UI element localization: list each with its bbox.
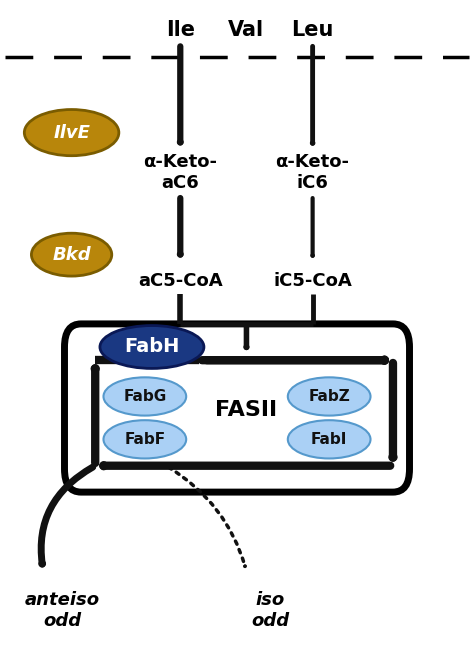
Ellipse shape bbox=[100, 326, 204, 368]
Text: Ile: Ile bbox=[166, 20, 195, 40]
Text: IlvE: IlvE bbox=[53, 124, 90, 141]
Text: iC5-CoA: iC5-CoA bbox=[273, 272, 352, 290]
Text: α-Keto-
aC6: α-Keto- aC6 bbox=[143, 153, 217, 192]
Text: FabF: FabF bbox=[124, 432, 165, 447]
Text: FabZ: FabZ bbox=[308, 389, 350, 404]
Text: Bkd: Bkd bbox=[52, 246, 91, 264]
Text: anteiso
odd: anteiso odd bbox=[25, 592, 100, 630]
Ellipse shape bbox=[103, 420, 186, 459]
Text: FabI: FabI bbox=[311, 432, 347, 447]
FancyBboxPatch shape bbox=[64, 324, 410, 492]
Text: iso
odd: iso odd bbox=[251, 592, 289, 630]
Text: FabG: FabG bbox=[123, 389, 166, 404]
Ellipse shape bbox=[31, 233, 112, 276]
Ellipse shape bbox=[103, 377, 186, 416]
Ellipse shape bbox=[288, 420, 371, 459]
Ellipse shape bbox=[24, 110, 119, 156]
Text: FabH: FabH bbox=[124, 338, 180, 356]
Text: Leu: Leu bbox=[292, 20, 334, 40]
Text: aC5-CoA: aC5-CoA bbox=[138, 272, 223, 290]
Text: FASII: FASII bbox=[215, 400, 277, 420]
Ellipse shape bbox=[288, 377, 371, 416]
Text: α-Keto-
iC6: α-Keto- iC6 bbox=[275, 153, 350, 192]
Text: Val: Val bbox=[228, 20, 264, 40]
